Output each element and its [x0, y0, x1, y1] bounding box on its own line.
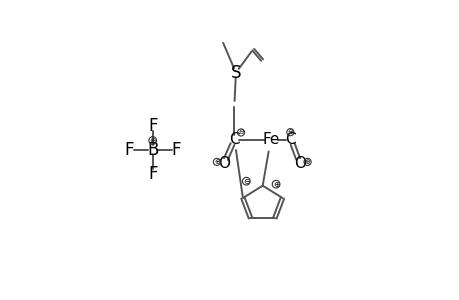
Text: S: S	[230, 64, 241, 82]
Text: ⊕: ⊕	[304, 159, 310, 165]
Text: ⊕: ⊕	[149, 136, 156, 145]
Text: B: B	[147, 141, 158, 159]
Text: ⊖: ⊖	[243, 177, 249, 186]
Text: ⊕: ⊕	[213, 159, 219, 165]
Text: C: C	[285, 132, 296, 147]
Text: F: F	[148, 165, 157, 183]
Text: O: O	[218, 156, 230, 171]
Text: C: C	[229, 132, 239, 147]
Text: Fe: Fe	[263, 132, 280, 147]
Text: O: O	[293, 156, 305, 171]
Text: ⊖: ⊖	[238, 130, 243, 136]
Text: ⊖: ⊖	[287, 129, 293, 135]
Text: F: F	[171, 141, 181, 159]
Text: ⊕: ⊕	[272, 180, 279, 189]
Text: F: F	[148, 117, 157, 135]
Text: F: F	[124, 141, 134, 159]
